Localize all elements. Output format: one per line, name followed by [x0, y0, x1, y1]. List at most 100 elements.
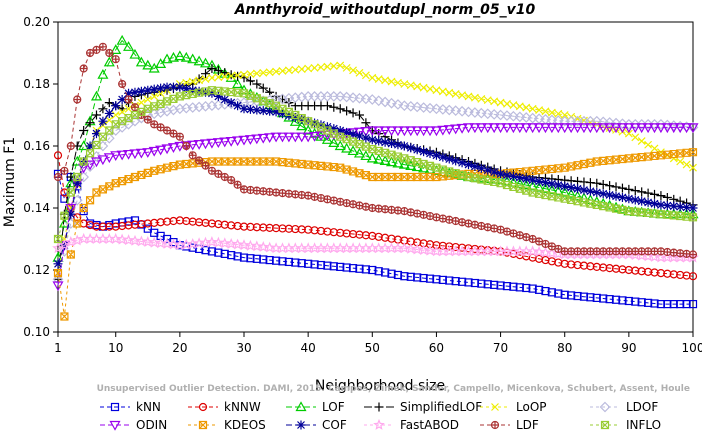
data-point [220, 72, 229, 81]
x-tick-label: 60 [429, 341, 444, 355]
data-point [182, 78, 191, 87]
data-point [503, 99, 511, 108]
data-point [335, 126, 345, 135]
data-point [450, 105, 462, 117]
data-point [53, 172, 63, 182]
data-point [541, 107, 550, 116]
y-tick-label: 0.20 [23, 15, 50, 29]
data-point [438, 87, 447, 96]
data-point [637, 137, 646, 145]
data-point [290, 112, 300, 122]
data-point [475, 123, 487, 134]
data-point [520, 123, 532, 134]
data-point [617, 183, 627, 193]
data-point [349, 66, 357, 75]
data-point [451, 89, 460, 98]
data-point [573, 247, 582, 256]
data-point [565, 123, 577, 134]
data-point [630, 195, 640, 205]
data-point [111, 55, 120, 64]
data-point [251, 134, 263, 145]
data-point [213, 66, 223, 76]
data-point [366, 152, 378, 163]
data-point [483, 165, 493, 175]
data-point [527, 112, 538, 124]
legend-label: SimplifiedLOF [400, 400, 482, 414]
data-point [110, 44, 122, 55]
data-point [123, 149, 135, 160]
x-axis-label: Neighborhood size [315, 378, 445, 394]
data-point [413, 82, 422, 91]
data-point [559, 123, 571, 134]
data-point [661, 208, 673, 219]
data-point [642, 123, 654, 134]
data-point [84, 160, 96, 171]
data-point [361, 133, 371, 143]
data-point [611, 182, 621, 192]
data-point [181, 84, 191, 94]
data-point [335, 104, 345, 114]
data-point [252, 105, 262, 115]
data-point [616, 203, 628, 214]
x-tick-label: 50 [365, 341, 380, 355]
data-point [245, 104, 255, 114]
data-point [443, 104, 455, 116]
data-point [103, 153, 115, 164]
data-point [98, 42, 107, 51]
data-point [656, 200, 666, 210]
data-point [296, 420, 306, 430]
data-point [470, 161, 480, 171]
data-point [272, 67, 281, 76]
data-point [251, 240, 263, 252]
data-point [341, 142, 353, 153]
data-point [464, 92, 473, 101]
data-point [149, 84, 159, 94]
data-point [610, 123, 622, 134]
data-point [399, 141, 409, 151]
data-point [400, 80, 409, 88]
data-point [232, 136, 244, 147]
data-point [605, 190, 615, 200]
legend-label: ODIN [136, 418, 167, 432]
data-point [405, 126, 417, 137]
data-point [387, 139, 397, 149]
data-point [310, 118, 320, 128]
axes: 1 10 20 30 40 50 60 70 80 90 100 0.10 0.12 0.14 0.16 0.… [23, 15, 702, 355]
data-point [464, 160, 474, 170]
data-point [199, 139, 212, 150]
data-point [496, 98, 505, 107]
data-point [539, 183, 552, 193]
data-point [155, 145, 167, 156]
data-point [655, 118, 667, 130]
data-point [650, 247, 659, 256]
data-point [225, 72, 237, 82]
legend-entry: COF [286, 418, 347, 432]
data-point [167, 143, 179, 153]
data-point [309, 131, 321, 142]
data-point [648, 123, 661, 134]
data-point [392, 126, 404, 137]
data-point [502, 170, 512, 180]
data-point [90, 157, 103, 168]
data-point [342, 106, 352, 116]
data-point [560, 111, 569, 119]
data-point [104, 108, 114, 118]
data-point [52, 242, 64, 254]
data-point [387, 77, 396, 86]
data-point [65, 203, 77, 214]
data-point [124, 95, 133, 104]
data-point [302, 132, 314, 143]
data-point [496, 169, 506, 179]
data-point [515, 102, 524, 111]
data-point [156, 83, 166, 93]
y-tick-label: 0.14 [23, 201, 50, 215]
x-tick-label: 1 [54, 341, 62, 355]
data-point [456, 123, 468, 134]
data-point [348, 108, 358, 118]
data-point [566, 183, 576, 193]
legend-label: LOF [322, 400, 345, 414]
data-point [220, 95, 230, 104]
data-point [514, 178, 526, 188]
data-point [276, 132, 289, 143]
data-point [154, 237, 167, 249]
